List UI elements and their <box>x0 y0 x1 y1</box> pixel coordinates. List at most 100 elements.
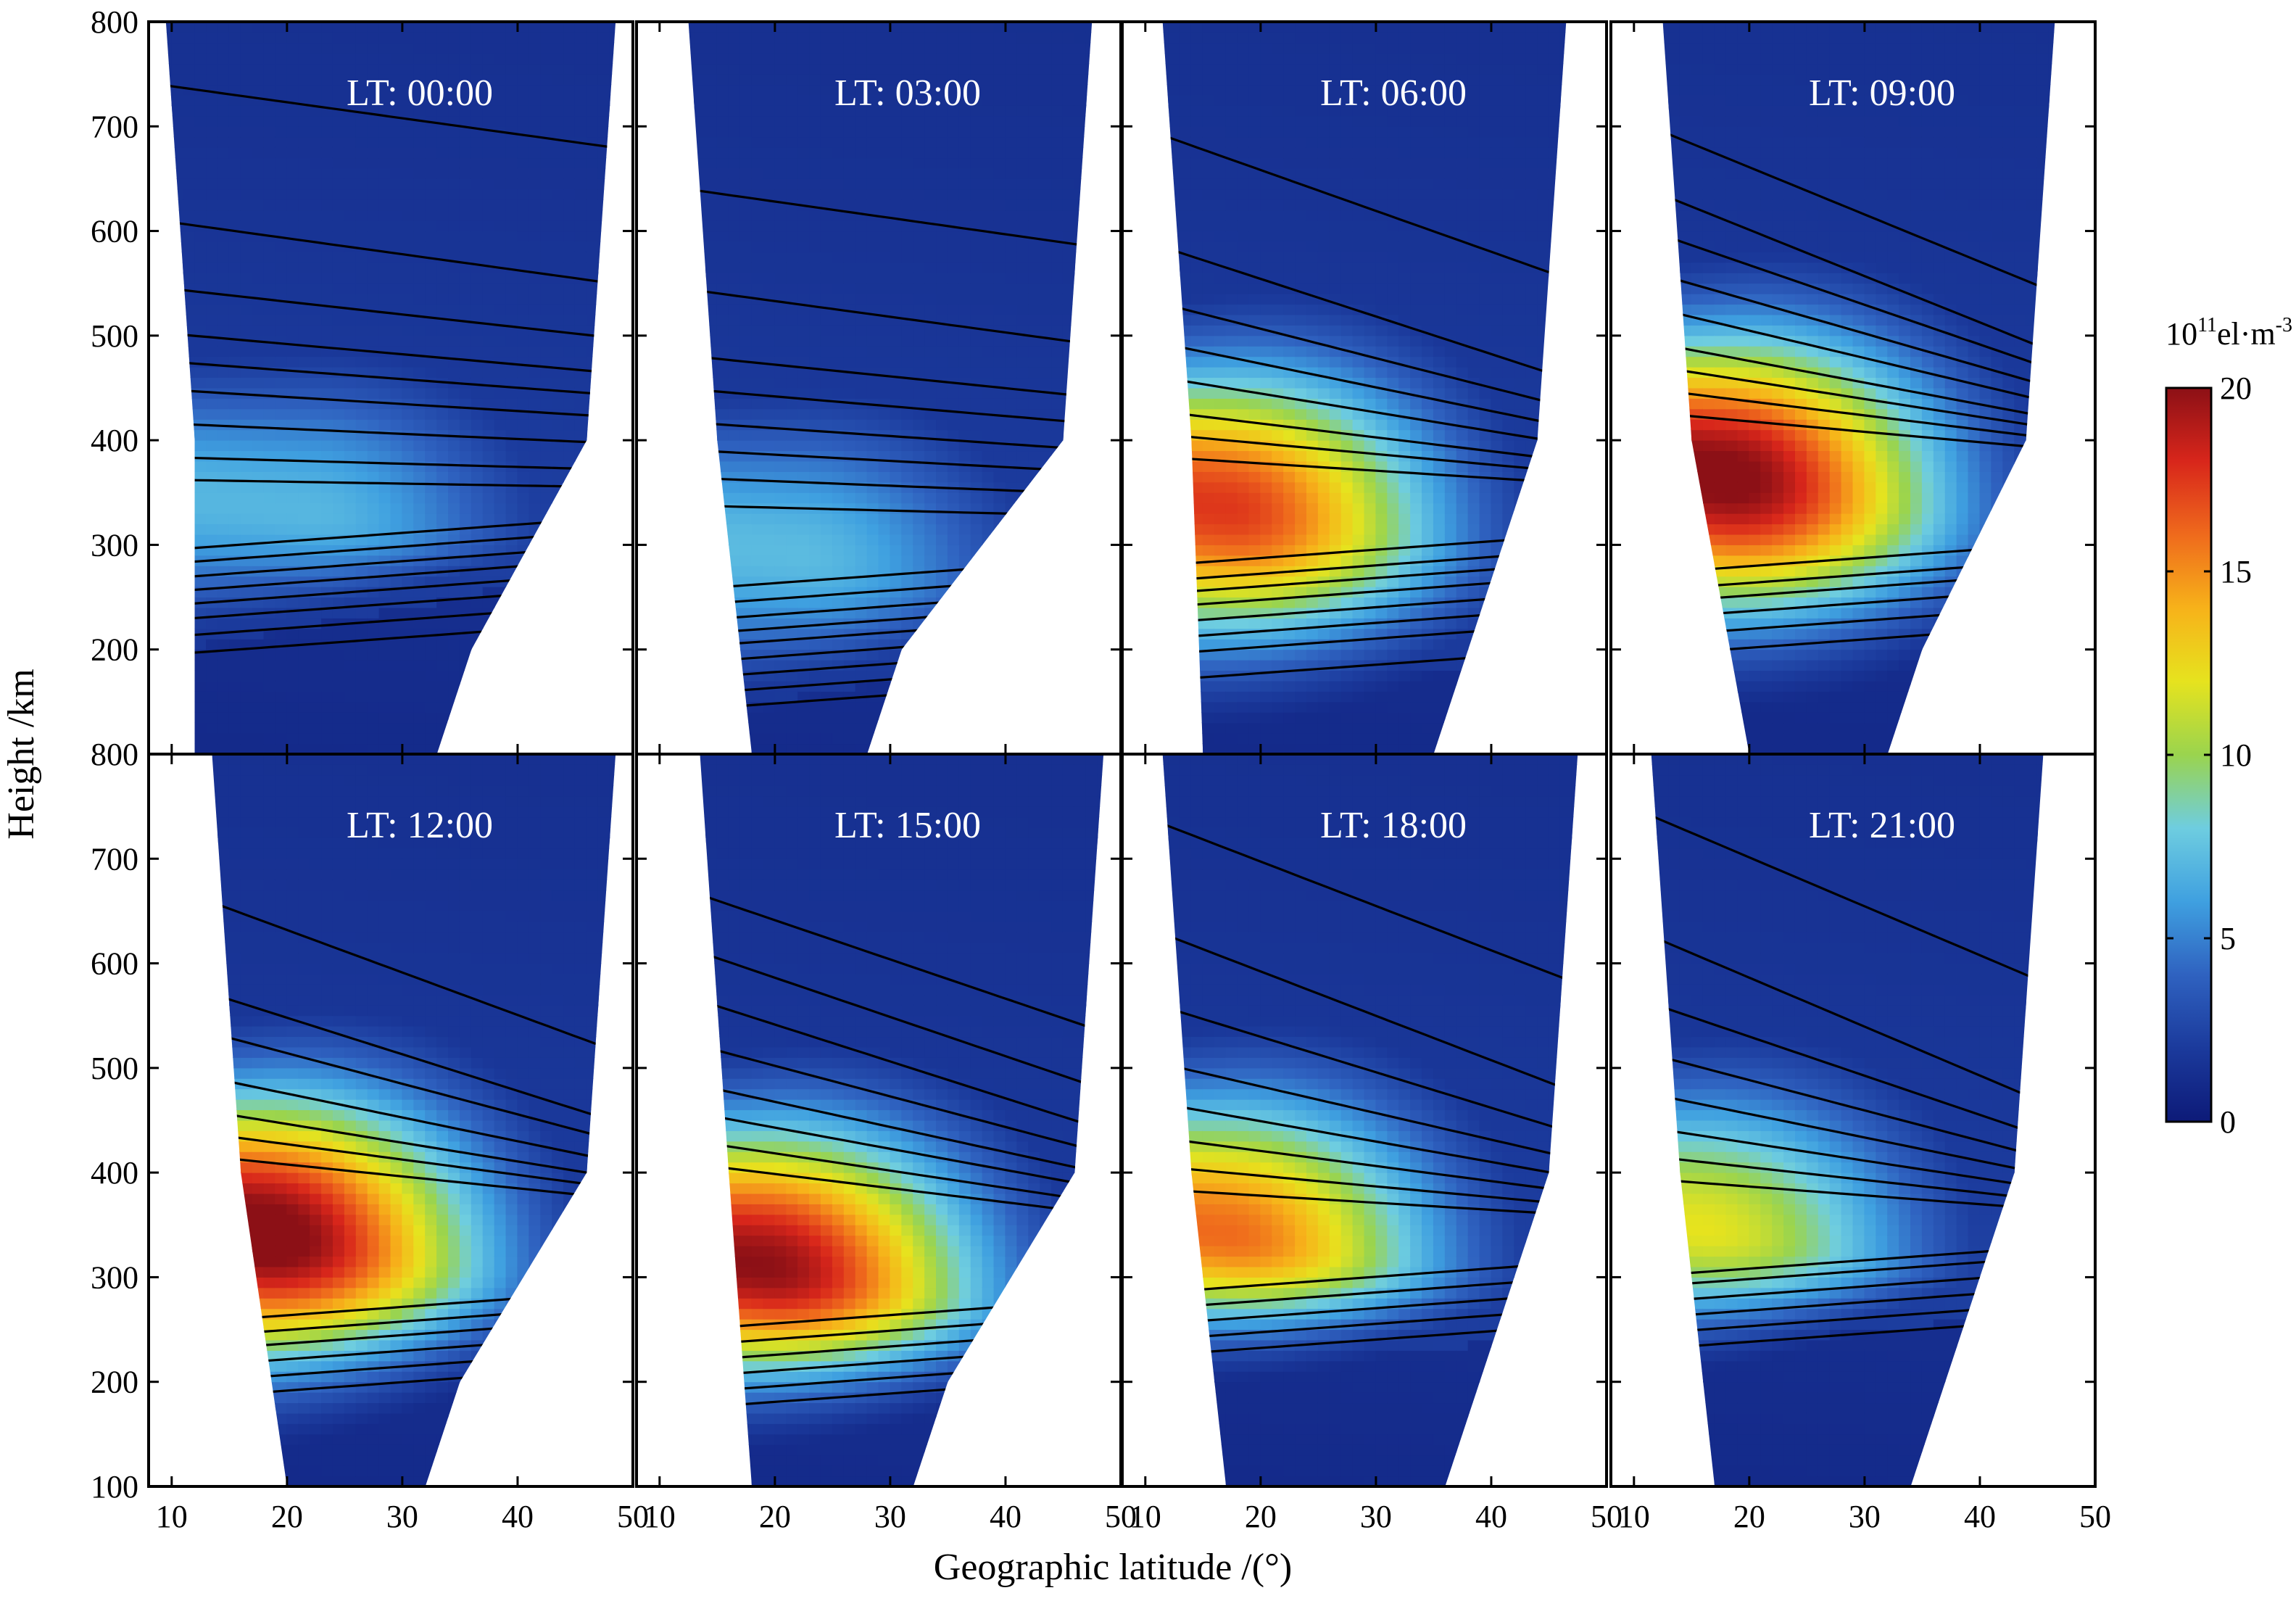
panel-frame <box>1121 753 1608 1488</box>
panel-label: LT: 15:00 <box>834 805 981 846</box>
y-tick-label: 800 <box>91 737 138 772</box>
contour-line <box>700 872 1104 1039</box>
density-field <box>700 754 1104 1486</box>
colorbar-tick-label: 10 <box>2220 737 2252 773</box>
panel-label: LT: 09:00 <box>1809 73 1955 114</box>
panel-frame <box>147 753 634 1488</box>
y-tick-label: 600 <box>91 214 138 249</box>
contour-line <box>700 929 1104 1097</box>
y-tick-label: 500 <box>91 318 138 354</box>
contour-line <box>1662 216 2055 386</box>
x-tick-label: 40 <box>1475 1499 1507 1534</box>
contour-line <box>1162 1095 1578 1184</box>
density-field <box>165 22 616 754</box>
x-tick-label: 30 <box>386 1499 418 1534</box>
x-tick-label: 30 <box>874 1499 906 1534</box>
contour-line <box>165 478 616 489</box>
contour-line <box>688 418 1093 453</box>
contour-lines <box>1162 807 1578 1360</box>
density-field <box>688 22 1093 754</box>
contour-line <box>1651 917 2044 1126</box>
contour-line <box>1162 807 1578 996</box>
contour-line <box>1662 383 2055 445</box>
density-field <box>1662 22 2055 754</box>
contour-line <box>1662 408 2055 454</box>
contour-line <box>212 877 616 1059</box>
contour-line <box>1162 917 1578 1106</box>
contour-line <box>1162 1186 1578 1218</box>
contour-line <box>1162 1162 1578 1209</box>
panel: LT: 00:00 <box>147 20 634 756</box>
contour-line <box>1662 334 2055 428</box>
x-tick-label: 40 <box>1964 1499 1996 1534</box>
density-field <box>1162 22 1567 754</box>
panel-label: LT: 03:00 <box>834 73 981 114</box>
contour-line <box>165 421 616 446</box>
y-tick-label: 400 <box>91 423 138 458</box>
panel-frame <box>1609 753 2097 1488</box>
axes-layer: 200 300 400 500 600 700 800 10 20 30 40 50 100 200 300… <box>91 4 2111 1534</box>
y-tick-label: 200 <box>91 632 138 668</box>
x-tick-label: 30 <box>1849 1499 1881 1534</box>
panel: LT: 09:00 <box>1609 20 2097 756</box>
y-tick-label: 300 <box>91 1259 138 1295</box>
contour-line <box>1662 259 2055 401</box>
density-field <box>212 754 616 1486</box>
contour-line <box>688 383 1093 427</box>
contour-line <box>165 218 616 288</box>
colorbar-tick: 15 <box>2166 554 2252 589</box>
colorbar-unit-label: 1011el·m-3 <box>2166 314 2292 352</box>
panel-label: LT: 00:00 <box>347 73 493 114</box>
x-tick-label: 10 <box>1130 1499 1161 1534</box>
contour-line <box>165 285 616 342</box>
x-tick-label: 40 <box>502 1499 534 1534</box>
contour-line <box>165 82 616 152</box>
contour-line <box>1162 1053 1578 1168</box>
contour-line <box>165 359 616 398</box>
contour-line <box>1662 297 2055 414</box>
contour-line <box>1162 1131 1578 1198</box>
panel-label: LT: 12:00 <box>347 805 493 846</box>
contour-line <box>1651 988 2044 1156</box>
colorbar-gradient <box>2165 386 2213 1123</box>
x-axis-title: Geographic latitude /(°) <box>934 1547 1292 1588</box>
contour-line <box>688 349 1093 402</box>
panel-label: LT: 21:00 <box>1809 805 1955 846</box>
contour-line <box>165 330 616 376</box>
panel: LT: 15:00 <box>635 753 1122 1488</box>
colorbar-unit-base: 10 <box>2166 316 2197 352</box>
colorbar-tick: 5 <box>2166 921 2236 956</box>
contour-line <box>1651 1084 2044 1186</box>
x-tick-label: 30 <box>1360 1499 1392 1534</box>
panel: LT: 03:00 <box>635 20 1122 756</box>
colorbar-unit-rest-exponent: -3 <box>2276 314 2292 336</box>
panel: LT: 21:00 <box>1609 753 2097 1488</box>
y-axis-title: Height /km <box>1 669 42 839</box>
colorbar-tick-label: 5 <box>2220 921 2236 956</box>
contour-line <box>1162 429 1567 477</box>
contour-line <box>1662 358 2055 437</box>
y-tick-label: 400 <box>91 1155 138 1191</box>
contour-lines <box>165 82 616 658</box>
x-tick-label: 20 <box>1245 1499 1277 1534</box>
contour-line <box>1162 334 1567 437</box>
y-tick-label: 800 <box>91 4 138 40</box>
contour-line <box>1162 120 1567 294</box>
x-tick-label: 50 <box>1591 1499 1622 1534</box>
x-tick-label: 50 <box>1105 1499 1137 1534</box>
x-tick-label: 50 <box>2079 1499 2111 1534</box>
contour-line <box>1651 797 2044 1006</box>
colorbar-tick: 10 <box>2166 737 2252 773</box>
x-tick-label: 20 <box>759 1499 791 1534</box>
panel: LT: 18:00 <box>1121 753 1608 1488</box>
y-tick-label: 100 <box>91 1469 138 1505</box>
contour-line <box>1162 405 1567 467</box>
colorbar-tick-label: 20 <box>2220 371 2252 406</box>
colorbar-unit-rest: el·m <box>2217 316 2276 352</box>
y-tick-label: 300 <box>91 527 138 563</box>
colorbar-ticks: 0 5 10 15 20 <box>2166 371 2252 1140</box>
contour-line <box>212 972 616 1129</box>
x-tick-label: 50 <box>617 1499 649 1534</box>
x-tick-label: 10 <box>1618 1499 1650 1534</box>
